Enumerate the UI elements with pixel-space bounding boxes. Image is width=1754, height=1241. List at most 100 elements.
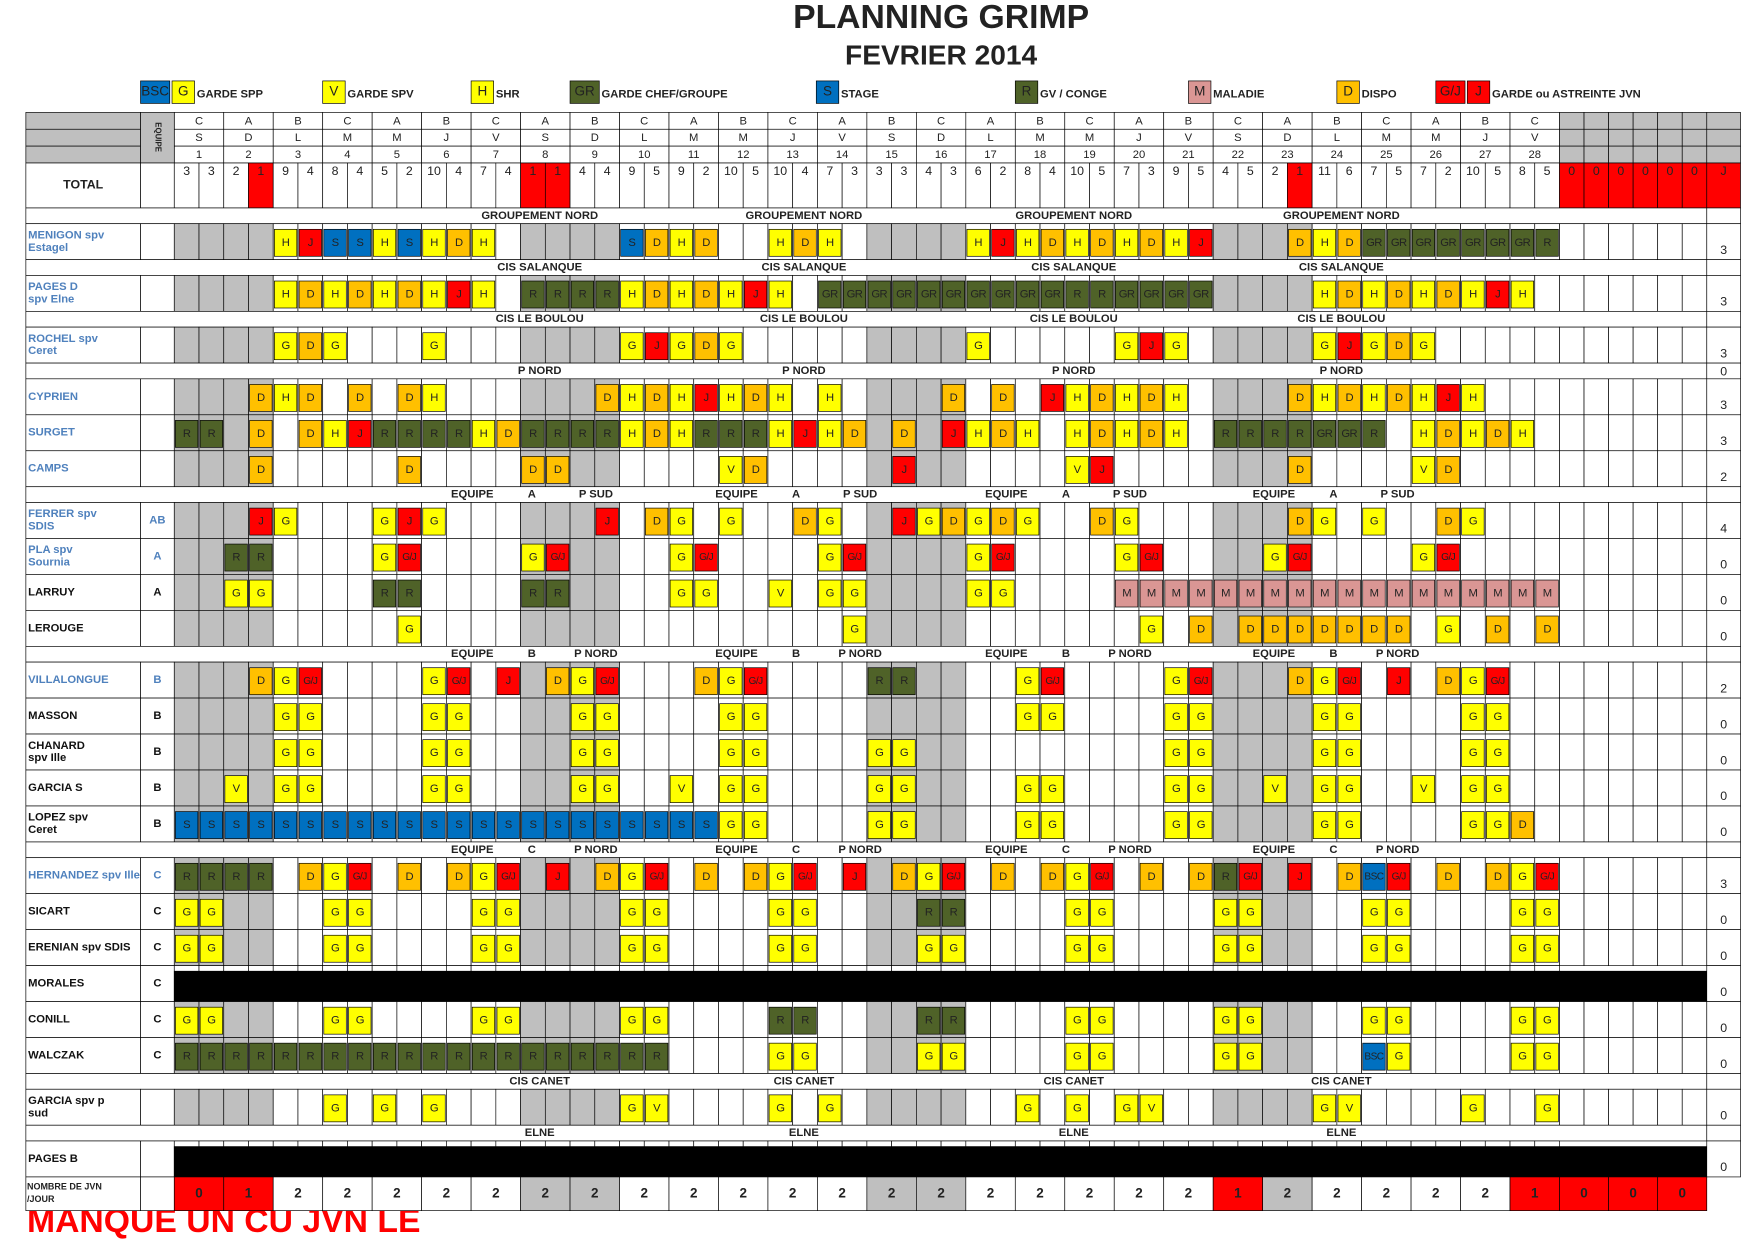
section-label: P NORD <box>838 844 882 856</box>
duty-code: G <box>1073 943 1081 955</box>
cell <box>767 733 794 771</box>
person-team: C <box>153 1014 161 1026</box>
cell <box>693 697 719 735</box>
cell <box>817 450 843 488</box>
duty-code: R <box>381 1051 389 1063</box>
cell <box>495 769 521 807</box>
duty-cell <box>1164 579 1188 608</box>
duty-cell <box>1090 228 1114 257</box>
cell <box>1014 378 1041 416</box>
cell <box>421 893 447 930</box>
total-value: 9 <box>678 164 685 178</box>
duty-cell <box>496 420 520 448</box>
cell <box>1262 893 1288 930</box>
cell <box>520 769 546 807</box>
cell <box>569 450 596 488</box>
duty-code: D <box>1345 623 1353 635</box>
cell <box>1361 450 1387 488</box>
legend-swatch <box>1336 80 1360 104</box>
duty-code: M <box>1246 587 1255 599</box>
cell <box>544 697 571 735</box>
duty-code: R <box>529 288 537 300</box>
total-cell <box>1385 162 1412 209</box>
cell <box>297 893 324 930</box>
cell <box>817 1001 843 1038</box>
header-cell <box>1681 145 1708 164</box>
total-value: 5 <box>1395 164 1402 178</box>
duty-code: GR <box>1193 288 1209 300</box>
duty-cell <box>966 280 990 309</box>
cell <box>891 223 917 261</box>
cell <box>1311 893 1338 930</box>
header-cell <box>1583 112 1609 130</box>
jvn-value: 2 <box>542 1185 550 1200</box>
total-value: 9 <box>628 164 635 178</box>
cell <box>1657 805 1683 843</box>
duty-cell <box>917 280 941 309</box>
duty-code: H <box>381 237 389 249</box>
cell <box>594 610 620 647</box>
cell <box>891 929 917 966</box>
cell <box>841 661 868 699</box>
row-total: 2 <box>1720 681 1727 695</box>
cell <box>1509 450 1536 488</box>
duty-cell <box>1065 384 1089 412</box>
unavailable-bar <box>173 1146 1708 1178</box>
duty-code: G/J <box>1194 676 1209 687</box>
total-cell <box>990 162 1016 209</box>
duty-cell <box>397 615 421 644</box>
cell <box>841 1037 868 1074</box>
duty-code: R <box>480 1051 488 1063</box>
duty-cell <box>1139 420 1163 448</box>
section-label: EQUIPE <box>451 648 494 660</box>
duty-code: G <box>232 587 240 599</box>
cell <box>619 697 645 735</box>
duty-code: R <box>307 1051 315 1063</box>
duty-cell <box>199 420 223 448</box>
duty-cell <box>323 332 347 361</box>
date: 21 <box>1182 149 1195 161</box>
cell <box>322 450 348 488</box>
cell <box>742 502 769 539</box>
duty-code: D <box>1345 237 1353 249</box>
duty-code: G <box>1469 819 1477 831</box>
cell <box>173 733 200 771</box>
duty-code: G <box>281 340 289 352</box>
duty-cell <box>1139 280 1163 309</box>
legend-code: R <box>1022 84 1032 99</box>
cell <box>841 769 868 807</box>
duty-code: G <box>801 1051 809 1063</box>
cell <box>1064 538 1090 575</box>
duty-code: G <box>900 819 908 831</box>
duty-code: S <box>628 819 635 831</box>
duty-code: H <box>1420 428 1428 440</box>
cell <box>1435 697 1461 735</box>
duty-code: G <box>727 747 735 759</box>
duty-cell <box>570 703 594 731</box>
total-value: 3 <box>208 164 215 178</box>
section-label: B <box>528 648 536 660</box>
duty-code: J <box>1050 392 1055 404</box>
duty-cell <box>422 332 446 361</box>
cell <box>1681 538 1708 575</box>
duty-code: D <box>752 392 760 404</box>
cell <box>965 1037 991 1074</box>
cell <box>470 610 497 647</box>
person-name: sud <box>28 1107 48 1119</box>
duty-cell <box>521 543 545 572</box>
duty-cell <box>274 332 298 361</box>
cell <box>916 1088 942 1126</box>
duty-code: R <box>257 1051 265 1063</box>
cell <box>1583 661 1609 699</box>
cell <box>371 378 398 416</box>
person-name: MENIGON spv <box>28 229 105 241</box>
cell <box>1212 1088 1239 1126</box>
cell <box>1410 661 1437 699</box>
duty-cell <box>1115 579 1139 608</box>
duty-cell <box>1164 667 1188 696</box>
duty-code: G <box>1024 711 1032 723</box>
cell <box>272 1088 299 1126</box>
cell <box>1608 733 1634 771</box>
section-label: CIS LE BOULOU <box>760 313 848 325</box>
duty-cell <box>1411 543 1436 572</box>
